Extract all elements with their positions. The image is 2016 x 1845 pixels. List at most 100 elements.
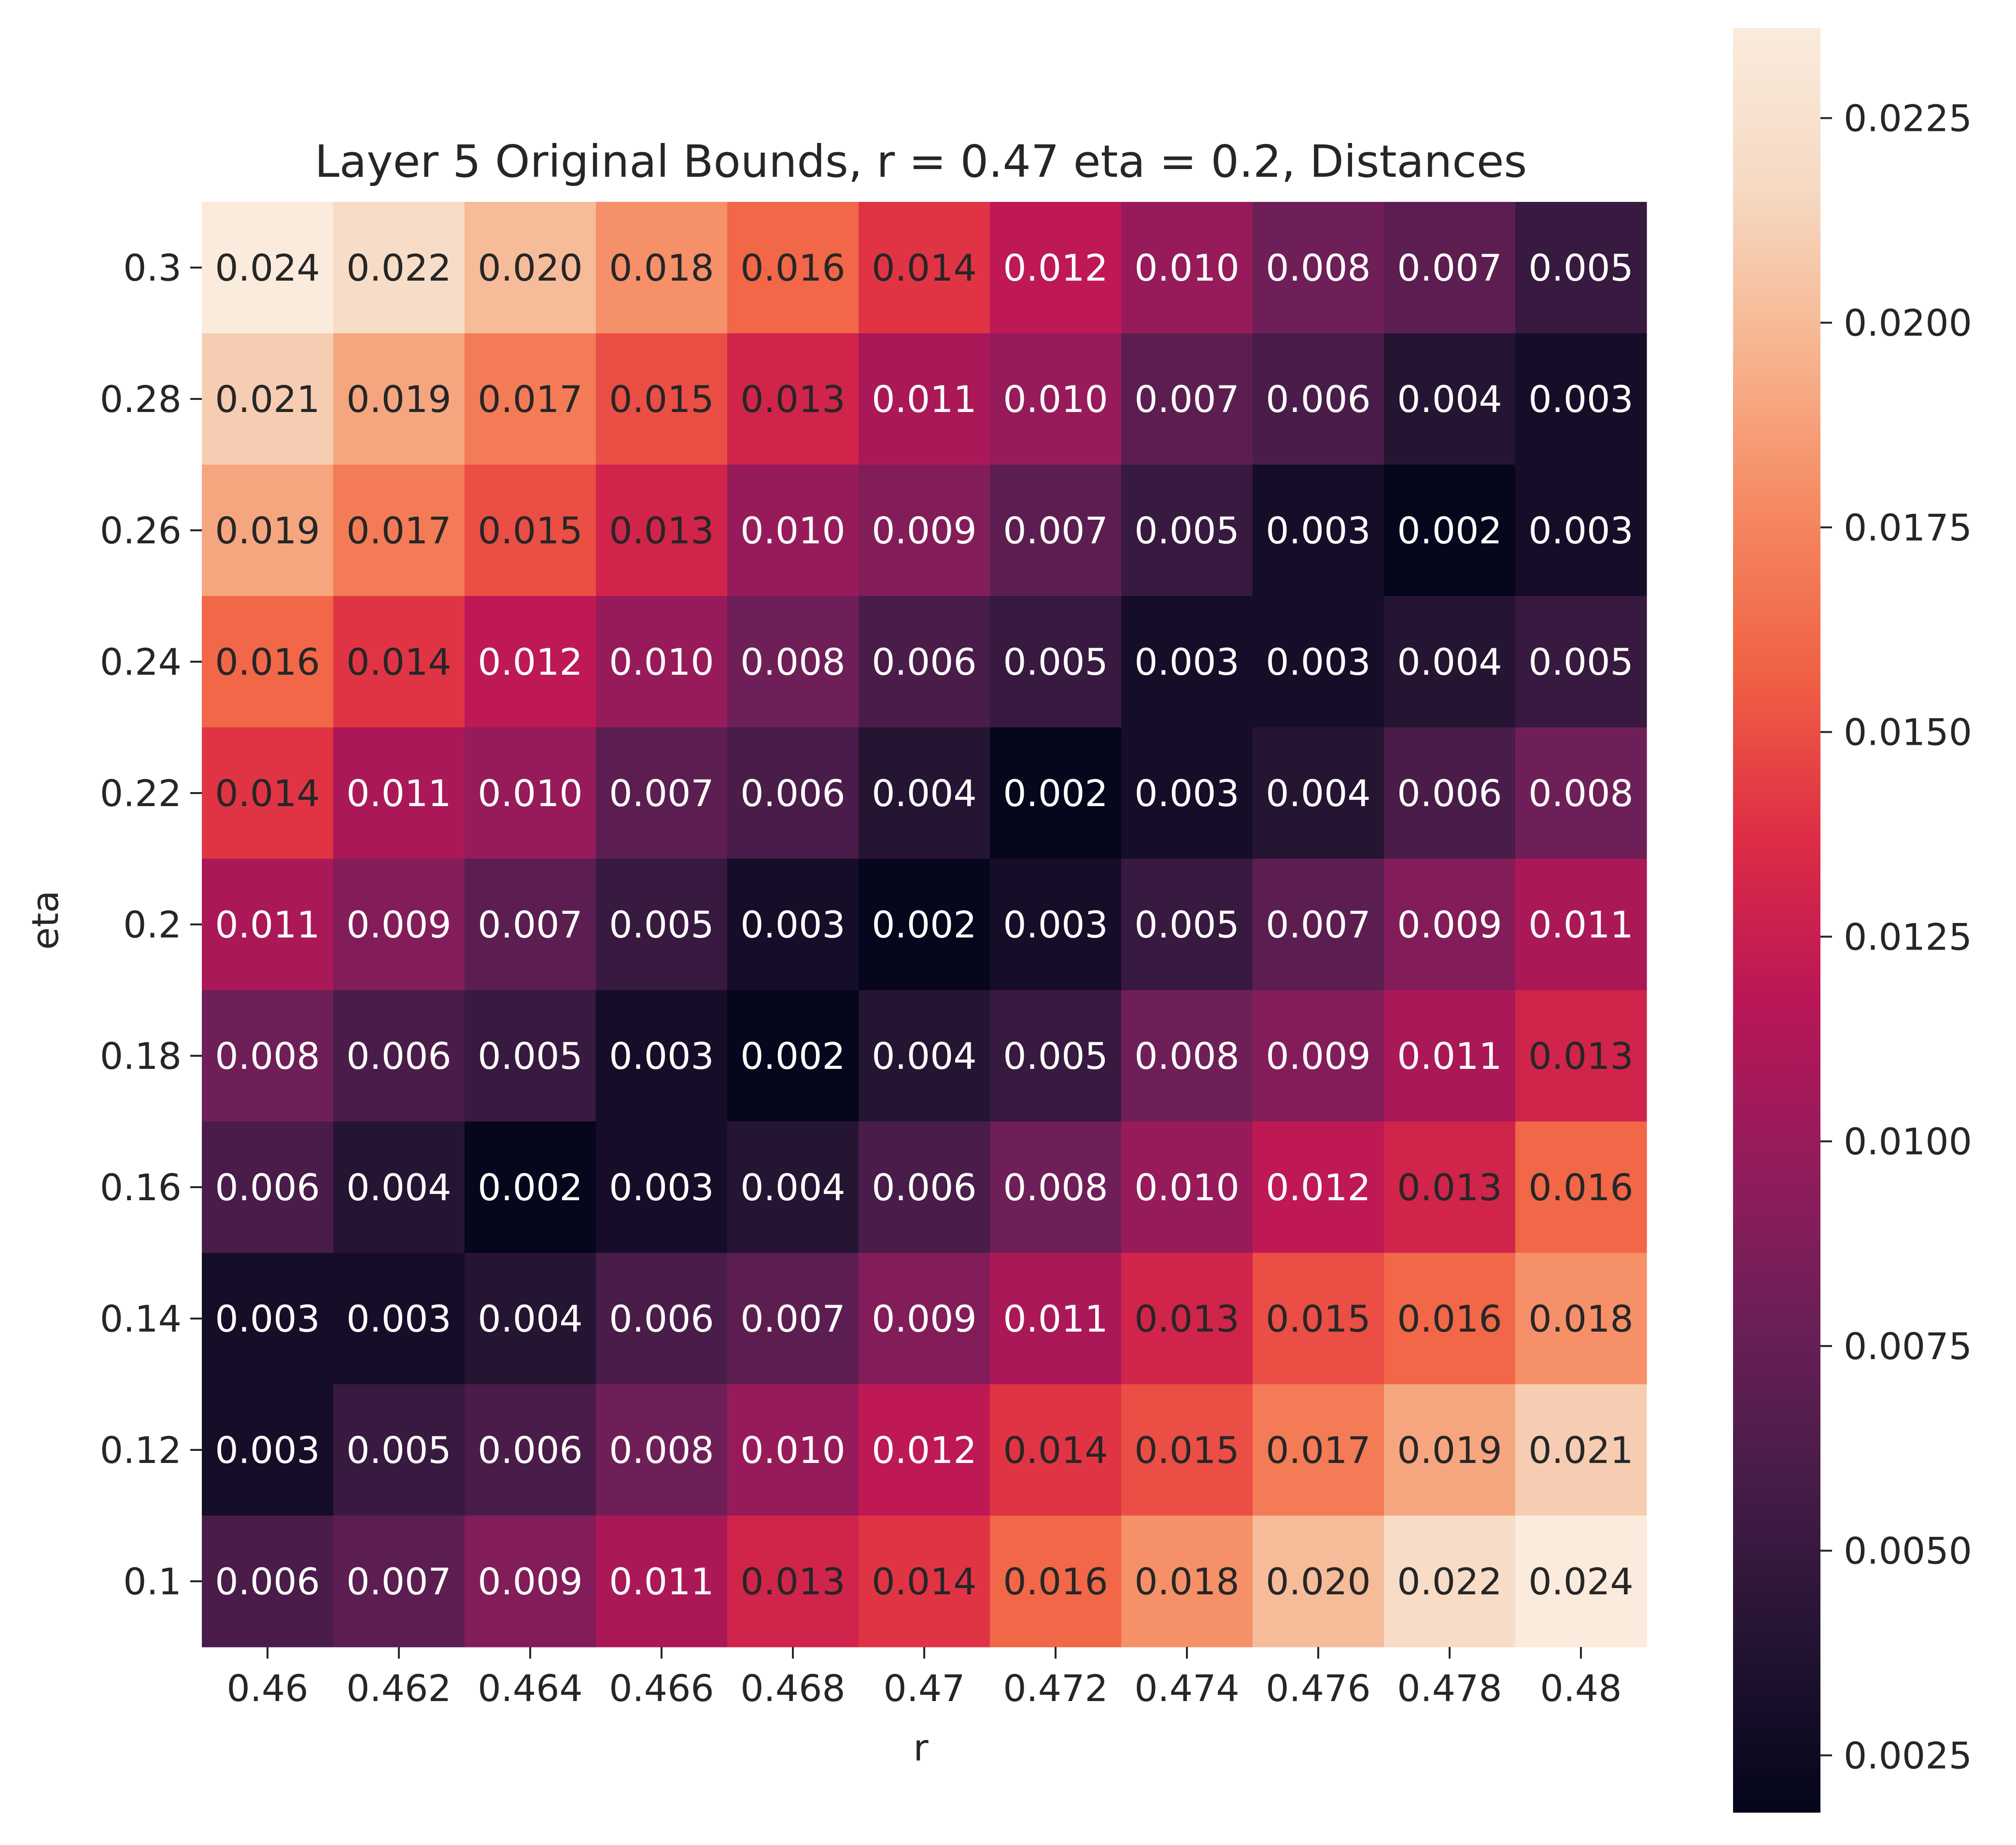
heatmap-cell [1121, 1384, 1253, 1516]
heatmap-cell [1253, 1253, 1384, 1385]
cell-value-label: 0.006 [1266, 378, 1371, 421]
y-tick-label: 0.24 [100, 640, 182, 683]
cell-value-label: 0.013 [1528, 1035, 1634, 1078]
heatmap-cell [859, 596, 990, 728]
heatmap-cell [202, 1253, 334, 1385]
cell-value-label: 0.007 [740, 1297, 846, 1340]
x-tick-label: 0.462 [346, 1667, 451, 1710]
heatmap-cell [990, 859, 1122, 991]
heatmap-cell [465, 1121, 596, 1253]
x-tick-label: 0.46 [226, 1667, 308, 1710]
heatmap-cell [1384, 333, 1516, 465]
heatmap-cell [333, 1516, 465, 1647]
cell-value-label: 0.010 [1134, 1166, 1240, 1209]
y-tick-label: 0.28 [100, 378, 182, 421]
heatmap-cell [990, 333, 1122, 465]
cell-value-label: 0.017 [478, 378, 583, 421]
x-tick-label: 0.468 [740, 1667, 846, 1710]
colorbar-tick-label: 0.0200 [1844, 301, 1972, 344]
cell-value-label: 0.015 [1134, 1429, 1240, 1472]
cell-value-label: 0.011 [872, 378, 977, 421]
cell-value-label: 0.016 [1397, 1297, 1502, 1340]
cell-value-label: 0.016 [215, 640, 320, 683]
cell-value-label: 0.022 [1397, 1560, 1502, 1603]
cell-value-label: 0.011 [1397, 1035, 1502, 1078]
heatmap-cell [1121, 465, 1253, 596]
heatmap-cell [202, 1384, 334, 1516]
heatmap-cell [727, 333, 859, 465]
heatmap-cell [465, 1253, 596, 1385]
heatmap-cell [727, 727, 859, 859]
cell-value-label: 0.018 [1528, 1297, 1634, 1340]
heatmap-cell [727, 990, 859, 1122]
colorbar-tick-label: 0.0150 [1844, 711, 1972, 754]
cell-value-label: 0.008 [1266, 246, 1371, 289]
heatmap-cell [859, 990, 990, 1122]
colorbar-gradient [1733, 28, 1820, 1813]
cell-value-label: 0.013 [740, 378, 846, 421]
cell-value-label: 0.011 [1528, 903, 1634, 946]
heatmap-cell [202, 1121, 334, 1253]
heatmap-cell [727, 465, 859, 596]
heatmap-cell [727, 859, 859, 991]
heatmap-cell [596, 333, 728, 465]
heatmap-cell [1253, 333, 1384, 465]
heatmap-cell [333, 1384, 465, 1516]
cell-value-label: 0.009 [478, 1560, 583, 1603]
cell-value-label: 0.006 [872, 1166, 977, 1209]
heatmap-cell [1253, 990, 1384, 1122]
colorbar-tick-label: 0.0125 [1844, 915, 1972, 958]
cell-value-label: 0.004 [872, 772, 977, 815]
y-tick-label: 0.1 [123, 1560, 182, 1603]
cell-value-label: 0.017 [1266, 1429, 1371, 1472]
cell-value-label: 0.005 [1003, 1035, 1108, 1078]
x-tick-label: 0.478 [1397, 1667, 1502, 1710]
heatmap-cell [1121, 990, 1253, 1122]
cell-value-label: 0.005 [346, 1429, 451, 1472]
cell-value-label: 0.003 [1528, 509, 1634, 552]
y-tick-label: 0.2 [123, 903, 182, 946]
y-tick-label: 0.12 [100, 1429, 182, 1472]
cell-value-label: 0.019 [1397, 1429, 1502, 1472]
heatmap-cell [859, 202, 990, 334]
heatmap-cell [1253, 859, 1384, 991]
cell-value-label: 0.015 [1266, 1297, 1371, 1340]
cell-value-label: 0.008 [1134, 1035, 1240, 1078]
cell-value-label: 0.021 [215, 378, 320, 421]
x-tick-label: 0.466 [609, 1667, 714, 1710]
y-tick-label: 0.18 [100, 1035, 182, 1078]
cell-value-label: 0.008 [740, 640, 846, 683]
cell-value-label: 0.007 [478, 903, 583, 946]
cell-value-label: 0.003 [1266, 509, 1371, 552]
cell-value-label: 0.007 [1003, 509, 1108, 552]
heatmap-cell [333, 727, 465, 859]
heatmap-cell [596, 727, 728, 859]
y-tick-label: 0.16 [100, 1166, 182, 1209]
heatmap-cell [1121, 1516, 1253, 1647]
cell-value-label: 0.006 [215, 1166, 320, 1209]
cell-value-label: 0.004 [872, 1035, 977, 1078]
heatmap-cell [990, 596, 1122, 728]
cell-value-label: 0.008 [609, 1429, 714, 1472]
heatmap-cell [465, 333, 596, 465]
heatmap-cell [727, 202, 859, 334]
cell-value-label: 0.014 [872, 1560, 977, 1603]
cell-value-label: 0.003 [609, 1166, 714, 1209]
heatmap-cell [727, 1253, 859, 1385]
cell-value-label: 0.012 [1266, 1166, 1371, 1209]
heatmap-cell [1515, 202, 1647, 334]
cell-value-label: 0.006 [346, 1035, 451, 1078]
cell-value-label: 0.004 [478, 1297, 583, 1340]
heatmap-cell [1121, 1253, 1253, 1385]
heatmap-cell [333, 1253, 465, 1385]
heatmap-cell [1515, 859, 1647, 991]
heatmap-cell [990, 990, 1122, 1122]
heatmap-cell [1515, 727, 1647, 859]
heatmap-cell [1253, 596, 1384, 728]
cell-value-label: 0.010 [1134, 246, 1240, 289]
colorbar: 0.0025 0.0050 0.0075 0.0100 0.0125 0.0150 0.01… [1733, 28, 1972, 1813]
cell-value-label: 0.004 [1266, 772, 1371, 815]
heatmap-cell [596, 202, 728, 334]
heatmap-cell [333, 990, 465, 1122]
